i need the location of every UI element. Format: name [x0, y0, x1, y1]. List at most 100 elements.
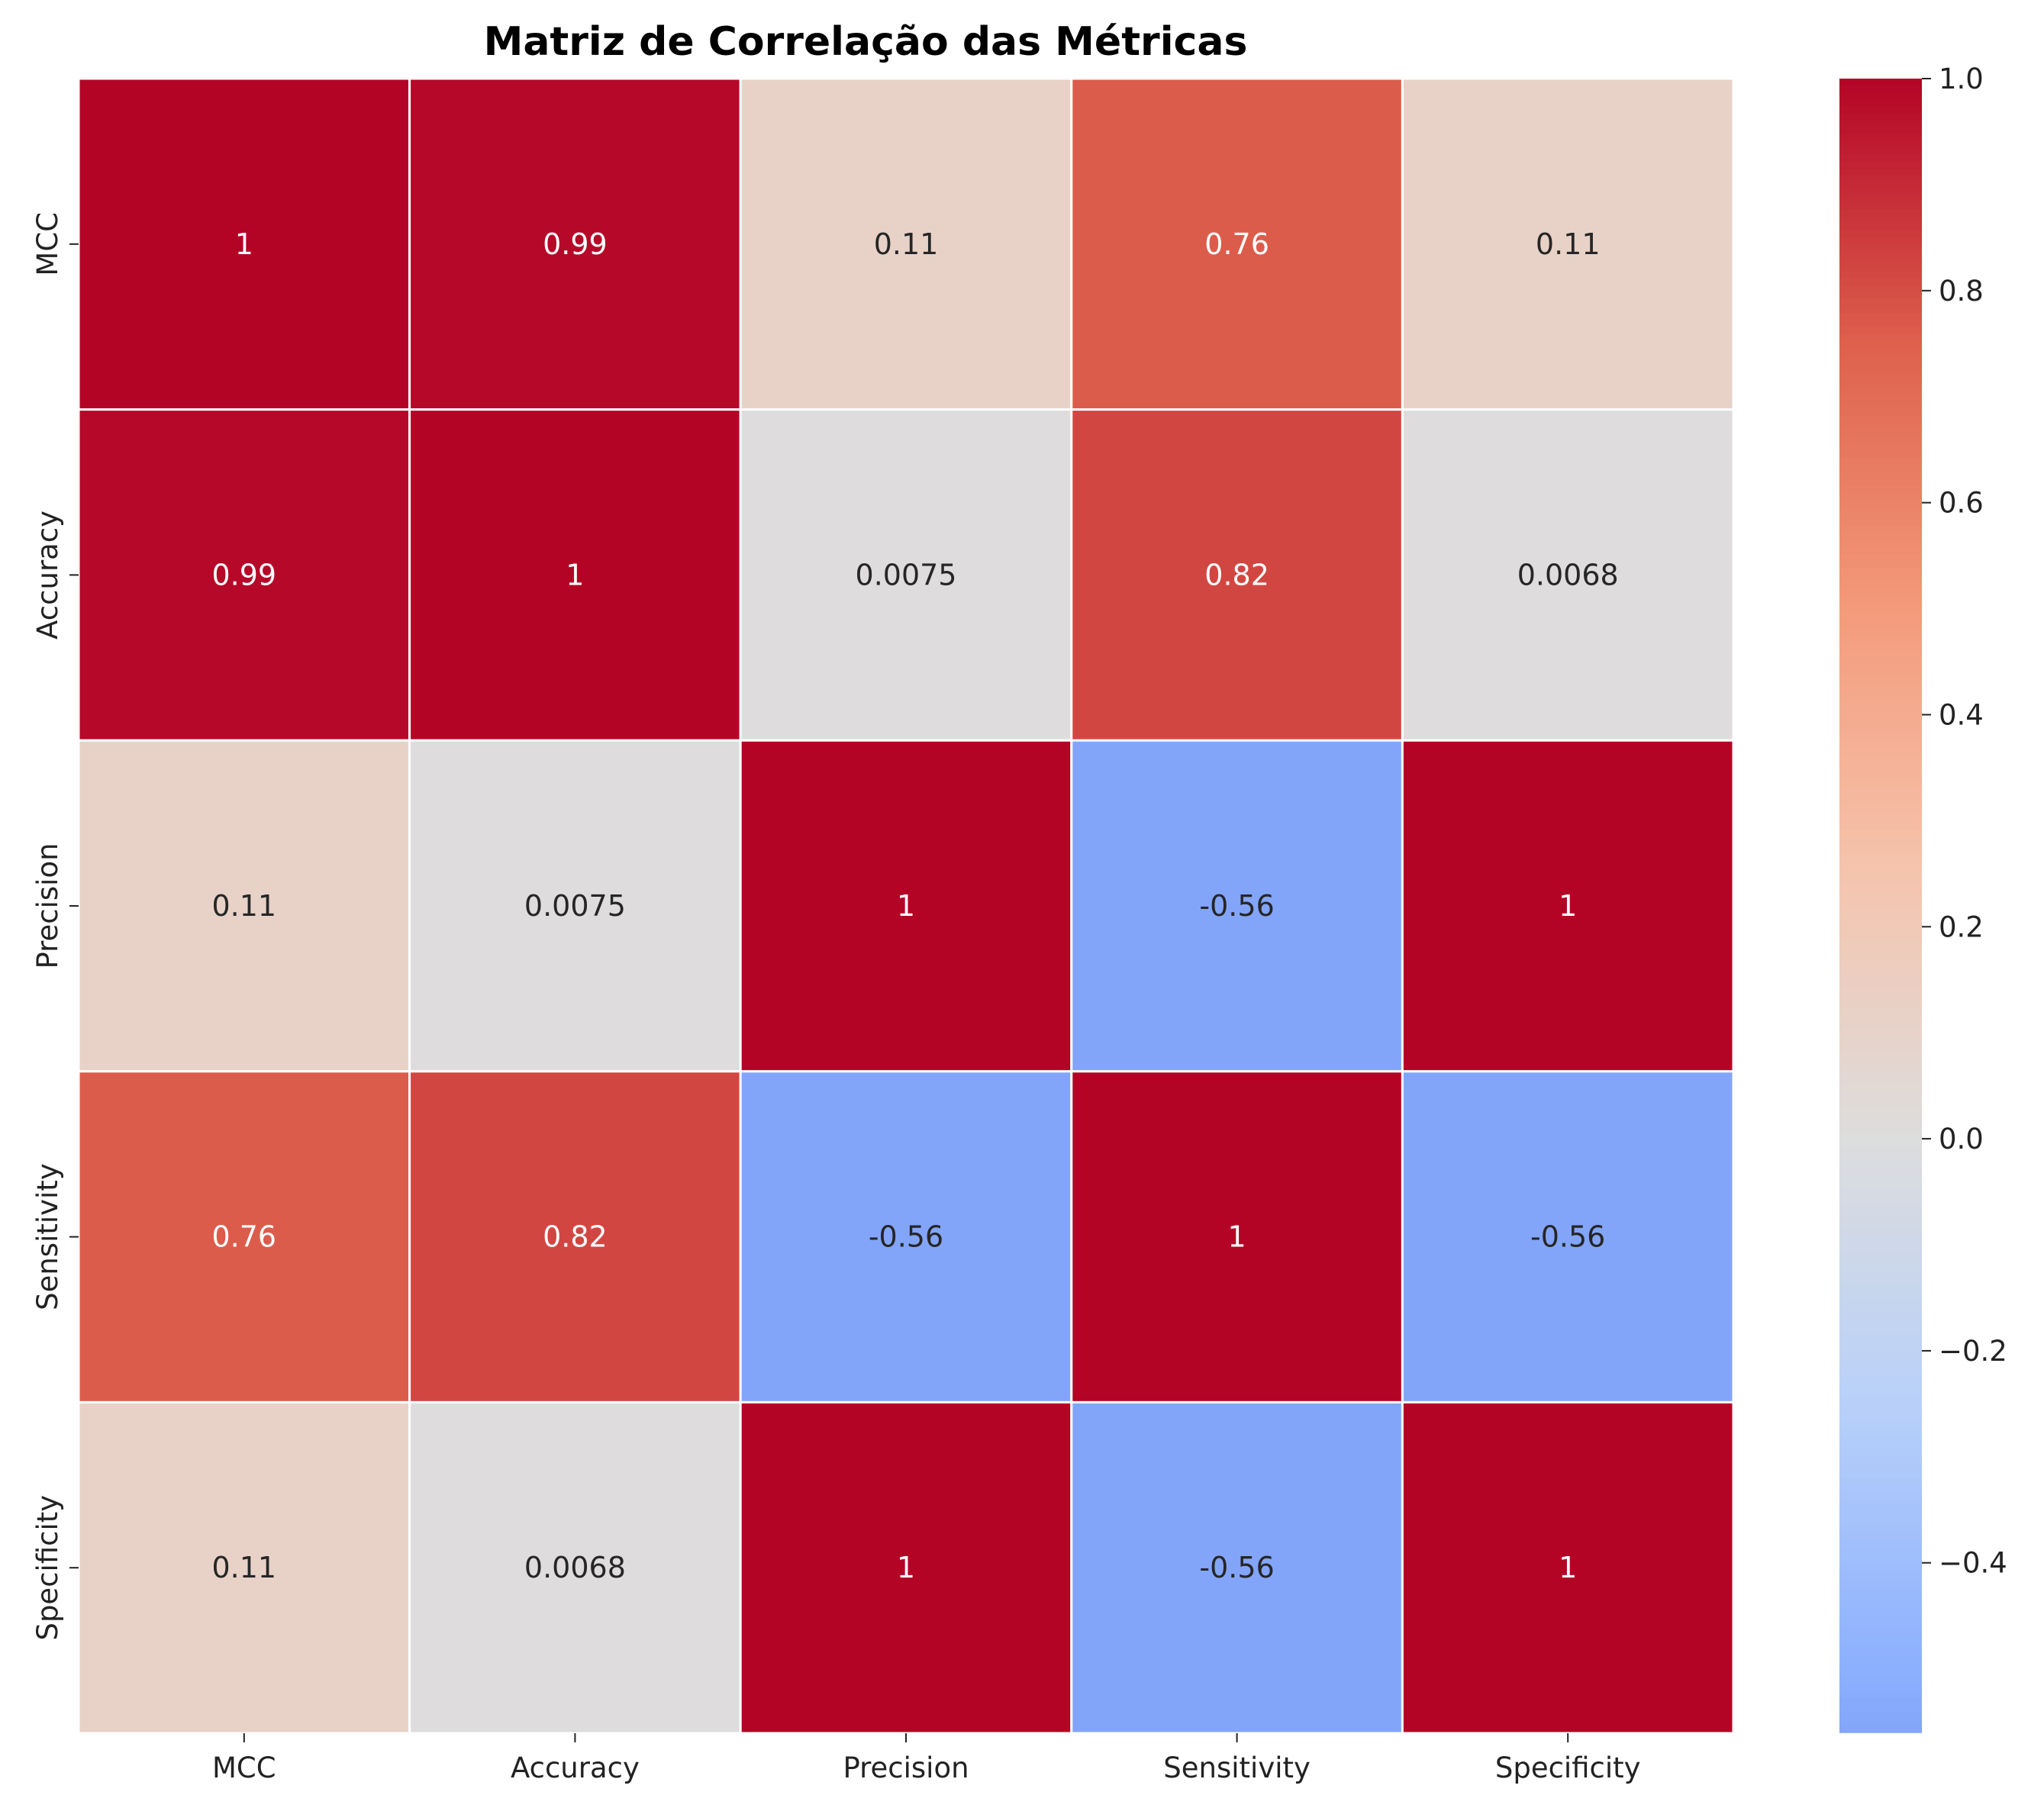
- colorbar-segment: [1839, 450, 1922, 459]
- colorbar-segment: [1839, 850, 1922, 859]
- colorbar-segment: [1839, 292, 1922, 300]
- colorbar-segment: [1839, 1642, 1922, 1651]
- colorbar-segment: [1839, 657, 1922, 666]
- colorbar-segment: [1839, 1512, 1922, 1520]
- colorbar-segment: [1839, 471, 1922, 479]
- cell-value-label-1-0: 0.99: [211, 558, 276, 591]
- colorbar-segment: [1839, 1174, 1922, 1182]
- heatmap-cell-0-0: [77, 77, 411, 411]
- colorbar-segment: [1839, 857, 1922, 865]
- colorbar-segment: [1839, 1001, 1922, 1010]
- colorbar-segment: [1839, 485, 1922, 493]
- cell-value-label-2-4: 1: [1559, 889, 1577, 923]
- colorbar-segment: [1839, 1222, 1922, 1230]
- colorbar-segment: [1839, 774, 1922, 782]
- colorbar-segment: [1839, 491, 1922, 500]
- cell-value-label-3-2: -0.56: [869, 1220, 943, 1254]
- colorbar-segment: [1839, 79, 1922, 86]
- colorbar-segment: [1839, 1071, 1922, 1079]
- colorbar-segment: [1839, 1477, 1922, 1485]
- colorbar-segment: [1839, 1043, 1922, 1051]
- y-axis: MCC Accuracy Precision Sensitivity Specifici…: [31, 212, 79, 1641]
- y-tick-label-0: MCC: [31, 212, 64, 276]
- colorbar-segment: [1839, 92, 1922, 100]
- cell-value-label-0-3: 0.76: [1204, 227, 1269, 261]
- colorbar-segment: [1839, 1470, 1922, 1478]
- colorbar-segment: [1839, 271, 1922, 279]
- colorbar-segment: [1839, 1601, 1922, 1610]
- colorbar-segment: [1839, 685, 1922, 693]
- colorbar-segment: [1839, 816, 1922, 823]
- colorbar-segment: [1839, 1401, 1922, 1410]
- colorbar-segment: [1839, 946, 1922, 955]
- colorbar-segment: [1839, 175, 1922, 183]
- colorbar-segment: [1839, 1353, 1922, 1362]
- colorbar-segment: [1839, 1271, 1922, 1278]
- colorbar-segment: [1839, 905, 1922, 914]
- colorbar-segment: [1839, 760, 1922, 769]
- heatmap-cell-0-3: [1070, 77, 1404, 411]
- colorbar-segment: [1839, 1298, 1922, 1306]
- y-tick-label-1: Accuracy: [31, 511, 64, 640]
- colorbar-segment: [1839, 802, 1922, 810]
- colorbar-segment: [1839, 409, 1922, 417]
- colorbar-segment: [1839, 416, 1922, 424]
- colorbar-segment: [1839, 154, 1922, 163]
- colorbar-segment: [1839, 595, 1922, 604]
- y-tick-label-4: Specificity: [31, 1495, 64, 1641]
- colorbar-segment: [1839, 285, 1922, 293]
- heatmap-cell-1-0: [77, 408, 411, 742]
- colorbar-segment: [1839, 1194, 1922, 1203]
- heatmap-cell-0-1: [408, 77, 742, 411]
- colorbar-segment: [1839, 830, 1922, 838]
- colorbar-segment: [1839, 1519, 1922, 1526]
- colorbar-segment: [1839, 843, 1922, 852]
- colorbar-segment: [1839, 1408, 1922, 1416]
- colorbar-segment: [1839, 189, 1922, 197]
- colorbar-segment: [1839, 347, 1922, 355]
- colorbar-segment: [1839, 161, 1922, 169]
- colorbar-segment: [1839, 127, 1922, 135]
- heatmap-cell-1-4: [1401, 408, 1735, 742]
- cell-value-label-3-4: -0.56: [1530, 1220, 1605, 1254]
- colorbar-segment: [1839, 1126, 1922, 1134]
- colorbar-segment: [1839, 464, 1922, 472]
- colorbar-segment: [1839, 147, 1922, 156]
- colorbar-segment: [1839, 1064, 1922, 1072]
- colorbar-segment: [1839, 1560, 1922, 1568]
- colorbar-segment: [1839, 361, 1922, 369]
- colorbar-segment: [1839, 1050, 1922, 1058]
- colorbar-segment: [1839, 885, 1922, 893]
- colorbar-segment: [1839, 1153, 1922, 1162]
- colorbar-segment: [1839, 1229, 1922, 1237]
- colorbar-tick-label-6: 0.8: [1939, 275, 1984, 308]
- colorbar-segment: [1839, 891, 1922, 900]
- colorbar-tick-label-4: 0.4: [1939, 698, 1984, 731]
- colorbar-segment: [1839, 1008, 1922, 1017]
- colorbar-segment: [1839, 939, 1922, 948]
- colorbar-segment: [1839, 1581, 1922, 1589]
- colorbar-segment: [1839, 1036, 1922, 1044]
- colorbar-segment: [1839, 1030, 1922, 1037]
- colorbar-segment: [1839, 1346, 1922, 1355]
- colorbar-segment: [1839, 1649, 1922, 1658]
- colorbar-segment: [1839, 1553, 1922, 1561]
- colorbar-segment: [1839, 1608, 1922, 1616]
- colorbar-segment: [1839, 512, 1922, 520]
- heatmap-cell-3-1: [408, 1070, 742, 1404]
- colorbar-segment: [1839, 1718, 1922, 1726]
- colorbar-segment: [1839, 671, 1922, 679]
- colorbar-segment: [1839, 1629, 1922, 1637]
- colorbar: −0.4 −0.2 0.0 0.2 0.4 0.6 0.8 1.0: [1839, 63, 2007, 1733]
- colorbar-segment: [1839, 375, 1922, 383]
- x-tick-label-3: Sensitivity: [1163, 1752, 1311, 1784]
- colorbar-segment: [1839, 823, 1922, 830]
- colorbar-segment: [1839, 637, 1922, 645]
- colorbar-segment: [1839, 1319, 1922, 1327]
- colorbar-segment: [1839, 1574, 1922, 1582]
- cell-value-label-2-0: 0.11: [211, 889, 276, 923]
- colorbar-segment: [1839, 933, 1922, 941]
- heatmap-cell-2-4: [1401, 739, 1735, 1073]
- colorbar-segment: [1839, 1284, 1922, 1292]
